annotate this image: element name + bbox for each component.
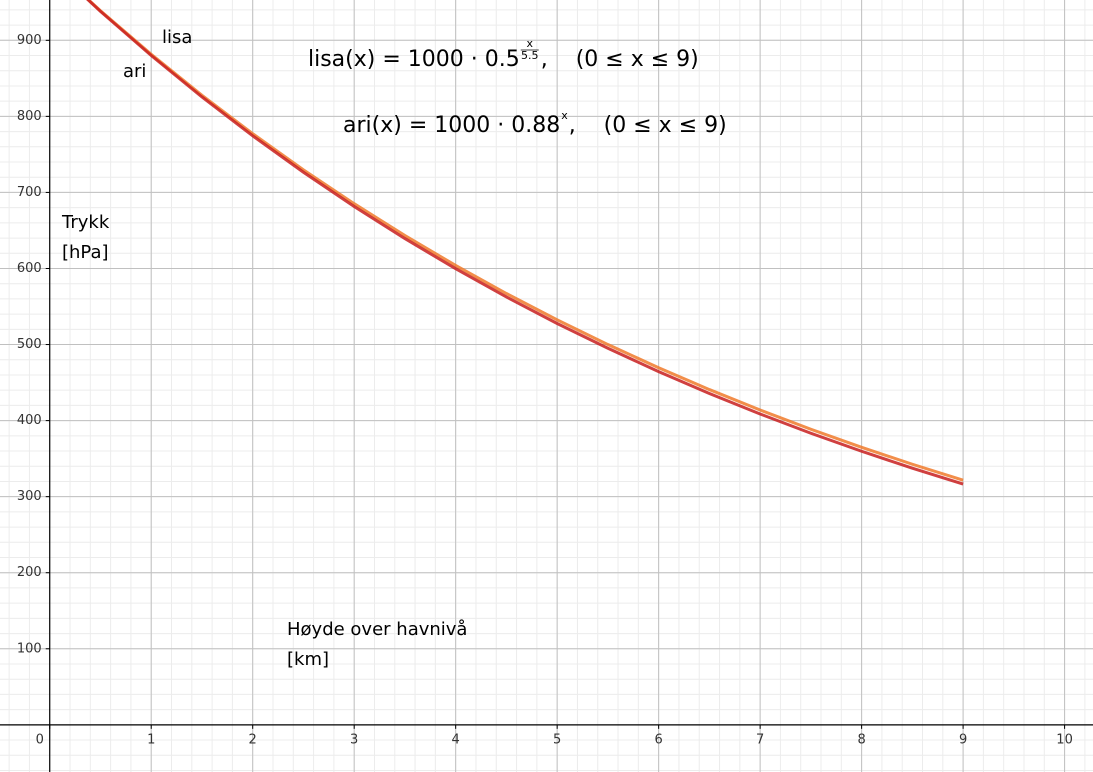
series-line	[86, 0, 964, 486]
x-tick-label: 3	[350, 732, 358, 747]
x-axis-label: Høyde over havnivå	[287, 619, 467, 640]
y-tick-label: 600	[17, 261, 42, 276]
x-tick-label: 0	[36, 732, 44, 747]
x-tick-label: 2	[249, 732, 257, 747]
y-axis-label: Trykk	[61, 212, 110, 233]
y-axis-label: [hPa]	[62, 242, 109, 263]
x-axis-label: [km]	[287, 649, 329, 670]
formula-text: lisa(x) = 1000 · 0.5	[308, 47, 520, 72]
formula-exponent: 5.5	[521, 49, 539, 62]
y-tick-label: 300	[17, 489, 42, 504]
y-tick-label: 500	[17, 337, 42, 352]
formula-text: ari(x) = 1000 · 0.88	[343, 113, 560, 138]
y-tick-label: 700	[17, 185, 42, 200]
y-tick-label: 100	[17, 641, 42, 656]
formula-text: , (0 ≤ x ≤ 9)	[569, 113, 727, 138]
y-tick-label: 900	[17, 33, 42, 48]
formula-text: , (0 ≤ x ≤ 9)	[541, 47, 699, 72]
curve-label: ari	[123, 61, 146, 82]
y-tick-label: 200	[17, 565, 42, 580]
series-line	[86, 0, 964, 482]
formula-exponent: x	[526, 37, 533, 50]
formula-exponent: x	[561, 109, 568, 122]
x-tick-label: 4	[452, 732, 460, 747]
x-tick-label: 1	[147, 732, 155, 747]
x-tick-label: 5	[553, 732, 561, 747]
y-tick-label: 800	[17, 109, 42, 124]
curve-label: lisa	[162, 27, 192, 48]
x-tick-label: 10	[1056, 732, 1073, 747]
x-tick-label: 9	[959, 732, 967, 747]
x-tick-label: 6	[655, 732, 663, 747]
x-tick-label: 8	[857, 732, 865, 747]
y-tick-label: 400	[17, 413, 42, 428]
x-tick-label: 7	[756, 732, 764, 747]
